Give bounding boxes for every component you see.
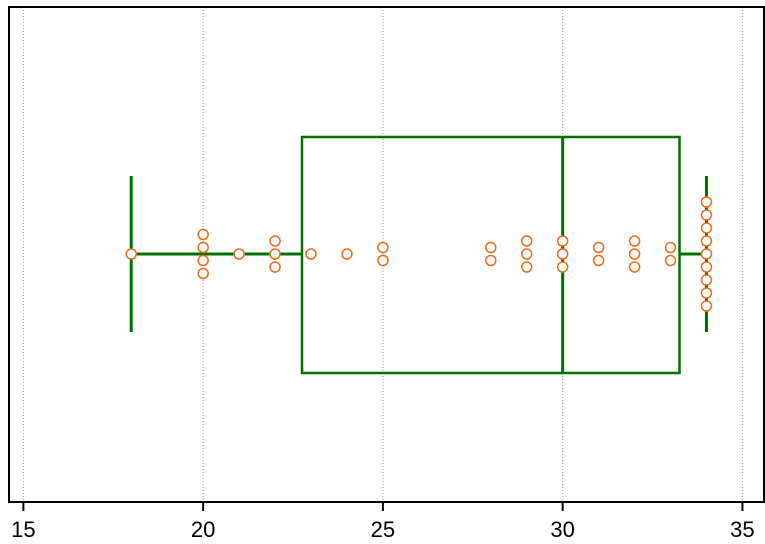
x-tick-label: 35 [730, 517, 754, 542]
data-point [700, 235, 713, 247]
data-point [520, 248, 533, 260]
plot-background [9, 7, 764, 502]
data-point [628, 235, 641, 247]
data-point [305, 248, 317, 260]
data-point [520, 261, 533, 273]
data-point [197, 241, 209, 254]
data-point [197, 254, 209, 267]
data-point [556, 235, 569, 247]
data-point [700, 300, 713, 312]
data-point [700, 222, 713, 234]
data-point [377, 254, 389, 267]
data-point [125, 248, 137, 260]
data-point [700, 261, 713, 273]
data-point [269, 248, 281, 260]
data-points [125, 196, 713, 312]
x-tick-label: 15 [11, 517, 35, 542]
data-point [628, 261, 641, 273]
x-tick-label: 20 [191, 517, 215, 542]
data-point [556, 248, 569, 260]
data-point [664, 254, 677, 267]
data-point [556, 261, 569, 273]
data-point [485, 254, 497, 267]
data-point [233, 248, 245, 260]
x-tick-label: 30 [550, 517, 574, 542]
data-point [700, 274, 713, 286]
data-point [377, 241, 389, 254]
x-axis: 15 20 25 30 35 [11, 502, 755, 542]
data-point [664, 241, 677, 254]
x-tick-label: 25 [371, 517, 395, 542]
data-point [485, 241, 497, 254]
data-point [269, 261, 281, 273]
data-point [592, 241, 605, 254]
data-point [520, 235, 533, 247]
data-point [700, 196, 713, 208]
data-point [341, 248, 353, 260]
plot-frame [8, 6, 765, 503]
data-point [197, 267, 209, 280]
data-point [197, 228, 209, 241]
data-point [628, 248, 641, 260]
data-point [700, 209, 713, 221]
data-point [269, 235, 281, 247]
data-point [700, 248, 713, 260]
data-point [700, 287, 713, 299]
data-point [592, 254, 605, 267]
